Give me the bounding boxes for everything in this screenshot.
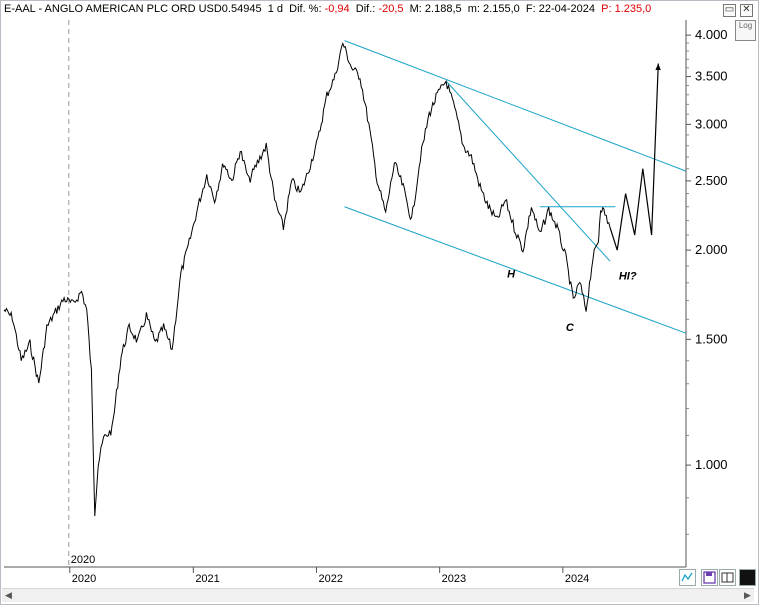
save-icon[interactable]: [701, 569, 718, 586]
period-label: 1 d: [267, 3, 283, 15]
date-label: F:: [525, 3, 536, 15]
y-tick-label: 1.000: [695, 457, 728, 472]
trendline: [344, 206, 687, 334]
minimize-icon[interactable]: ▭: [723, 4, 736, 17]
max-value: 2.188,5: [424, 3, 462, 15]
wave-label: C: [566, 322, 575, 334]
log-scale-button[interactable]: Log: [735, 20, 756, 41]
dif-pct-label: Dif. %:: [289, 3, 322, 15]
trendline: [344, 40, 687, 172]
min-value: 2.155,0: [483, 3, 520, 15]
max-label: M:: [409, 3, 422, 15]
symbol-label: E-AAL - ANGLO AMERICAN PLC ORD USD0.5494…: [4, 3, 262, 15]
y-tick-label: 1.500: [695, 331, 728, 346]
projection-line: [609, 63, 659, 251]
x-tick-label: 2021: [195, 573, 219, 585]
y-tick-label: 3.500: [695, 69, 728, 84]
projection-arrow: [655, 63, 661, 71]
y-tick-label: 2.500: [695, 173, 728, 188]
trendline: [445, 80, 611, 262]
x-tick-label: 2020: [72, 573, 96, 585]
scroll-left-icon[interactable]: ◀: [5, 590, 12, 600]
crosshair-date-label: 2020: [71, 554, 95, 566]
wave-label: H: [507, 269, 516, 281]
chart-header: E-AAL - ANGLO AMERICAN PLC ORD USD0.5494…: [4, 3, 651, 18]
price-series-line: [3, 42, 611, 517]
y-tick-label: 2.000: [695, 242, 728, 257]
x-tick-label: 2022: [318, 573, 342, 585]
layout-icon[interactable]: [719, 569, 736, 586]
min-label: m:: [467, 3, 480, 15]
close-icon[interactable]: ✕: [740, 4, 753, 17]
wave-tool-icon[interactable]: [679, 569, 696, 586]
dif-pct-value: -0,94: [324, 3, 350, 15]
price-value: 1.235,0: [614, 3, 652, 15]
y-tick-label: 4.000: [695, 27, 728, 42]
date-value: 22-04-2024: [538, 3, 595, 15]
price-label: P:: [601, 3, 612, 15]
wave-label: HI?: [619, 270, 637, 282]
color-swatch-button[interactable]: [739, 569, 756, 586]
x-tick-label: 2023: [442, 573, 466, 585]
scroll-right-icon[interactable]: ▶: [744, 590, 751, 600]
y-tick-label: 3.000: [695, 116, 728, 131]
x-tick-label: 2024: [565, 573, 589, 585]
dif-value: -20,5: [378, 3, 404, 15]
dif-label: Dif.:: [355, 3, 376, 15]
horizontal-scrollbar[interactable]: ◀ ▶: [2, 588, 754, 602]
